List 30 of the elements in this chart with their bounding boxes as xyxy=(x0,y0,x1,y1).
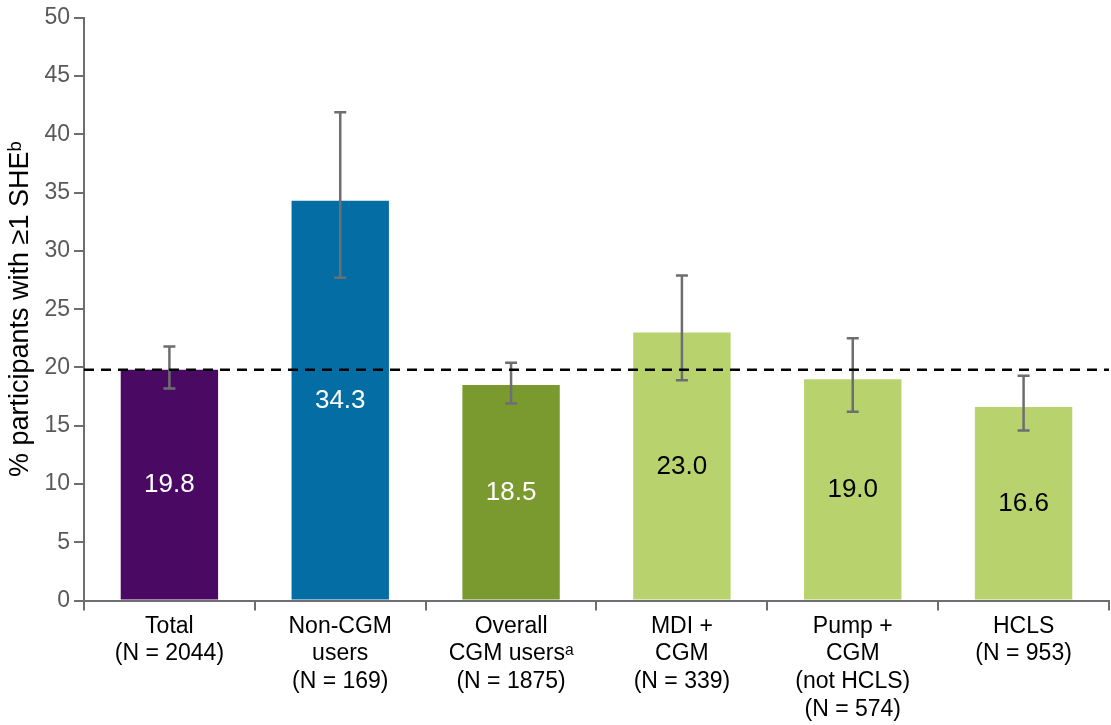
x-tick-label: Non-CGM users (N = 169) xyxy=(288,611,392,693)
bar xyxy=(291,200,389,600)
y-tick-label: 50 xyxy=(44,3,70,30)
y-tick-label: 0 xyxy=(57,585,70,612)
y-tick-label: 30 xyxy=(44,236,70,263)
x-tick-label: HCLS (N = 953) xyxy=(975,611,1072,666)
data-label: 19.0 xyxy=(827,473,879,504)
data-label: 19.8 xyxy=(144,468,195,499)
y-tick-label: 45 xyxy=(44,61,70,88)
y-tick-label: 40 xyxy=(44,119,70,146)
data-label: 23.0 xyxy=(656,449,708,480)
x-tick-label: Total (N = 2044) xyxy=(114,611,225,666)
bar xyxy=(633,332,731,600)
y-tick-label: 25 xyxy=(44,294,70,321)
bar xyxy=(462,384,560,600)
data-label: 16.6 xyxy=(998,487,1049,518)
y-tick-label: 15 xyxy=(44,411,70,438)
data-label: 18.5 xyxy=(485,475,537,506)
y-tick-label: 35 xyxy=(44,177,70,204)
y-tick-label: 5 xyxy=(57,527,70,554)
x-tick-label: Pump + CGM (not HCLS) (N = 574) xyxy=(795,611,911,721)
data-label: 34.3 xyxy=(314,383,366,414)
x-tick-label: MDI + CGM (N = 339) xyxy=(633,611,731,693)
x-tick-label: Overall CGM usersᵃ (N = 1875) xyxy=(448,611,574,693)
y-tick-label: 20 xyxy=(44,352,70,379)
bar xyxy=(974,407,1073,600)
y-tick-label: 10 xyxy=(44,469,70,496)
y-axis-title: % participants with ≥1 SHEᵇ xyxy=(3,141,34,478)
bar xyxy=(804,379,902,600)
bar xyxy=(120,369,219,600)
